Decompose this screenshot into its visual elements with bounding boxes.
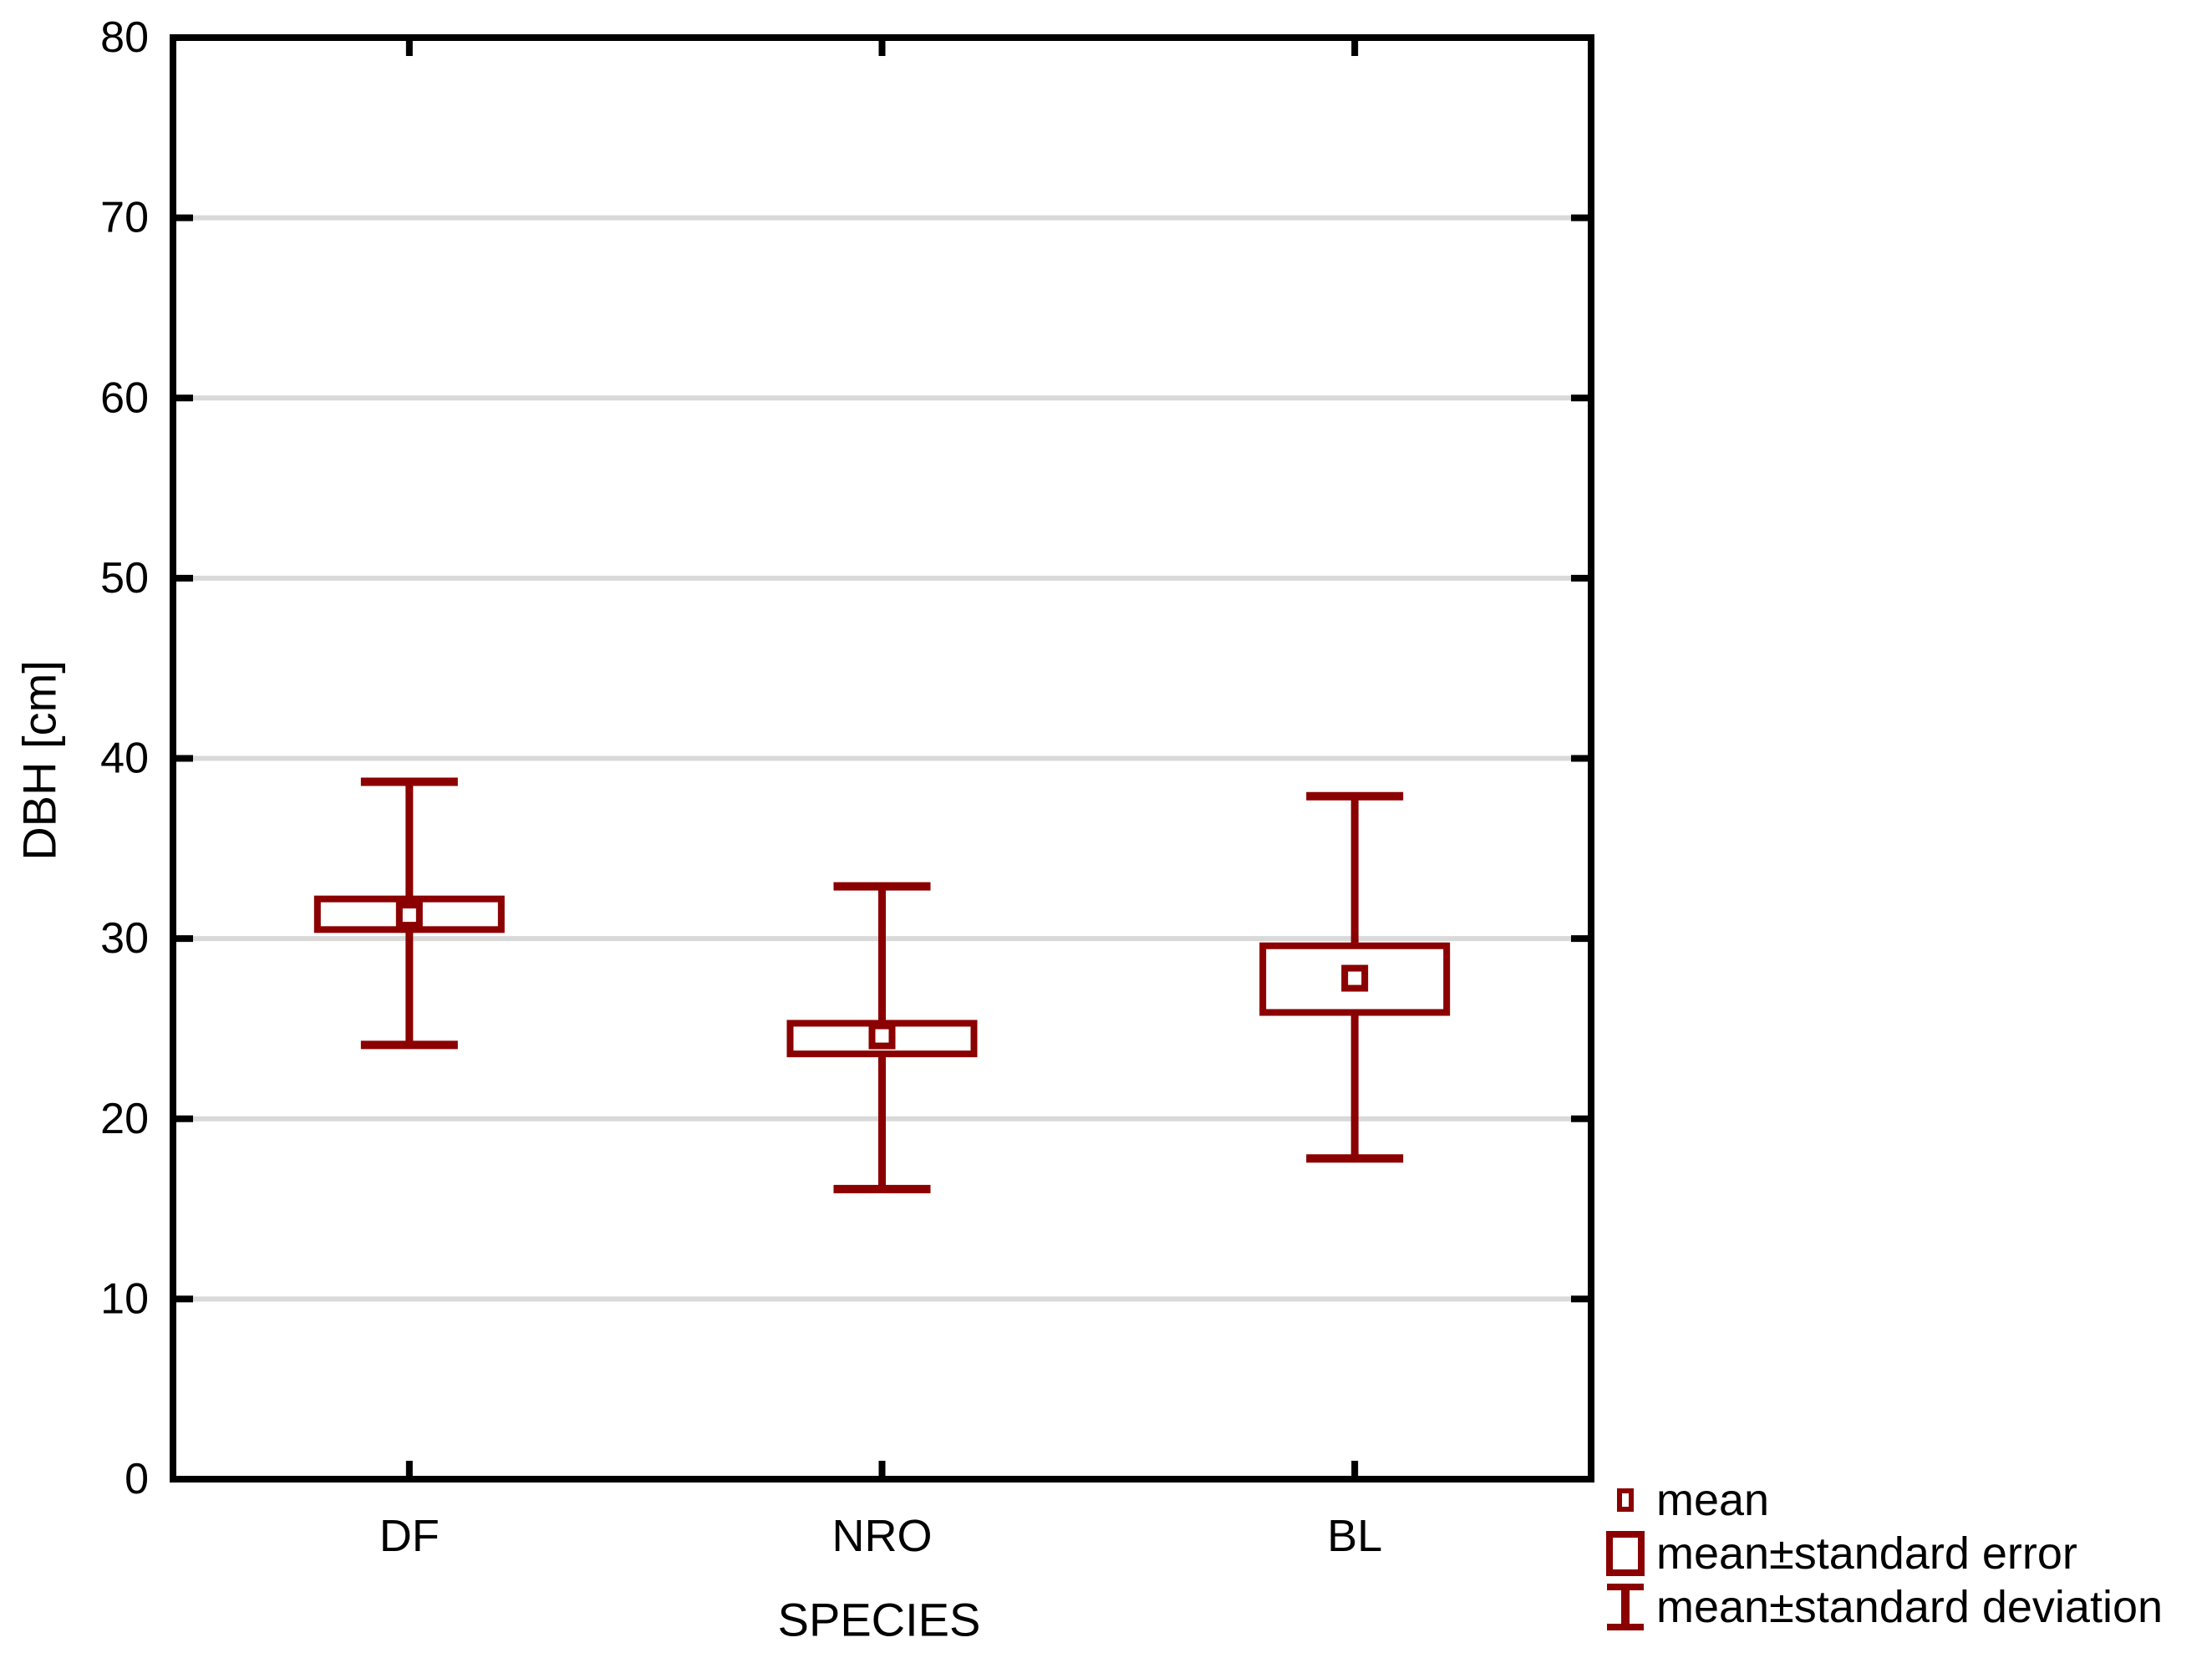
mean-marker-icon xyxy=(1601,1488,1650,1513)
y-tick-label: 50 xyxy=(100,554,149,603)
legend: mean mean±standard error mean±standard d… xyxy=(1601,1473,2163,1634)
x-category-label: BL xyxy=(1327,1511,1382,1561)
legend-label-se: mean±standard error xyxy=(1656,1528,2077,1579)
y-tick-label: 70 xyxy=(100,194,149,242)
y-tick-label: 80 xyxy=(100,13,149,62)
y-axis-title: DBH [cm] xyxy=(13,660,66,861)
mean-marker xyxy=(1341,964,1369,992)
legend-row-sd: mean±standard deviation xyxy=(1601,1580,2163,1634)
x-category-label: DF xyxy=(379,1511,440,1561)
y-tick-label: 60 xyxy=(100,374,149,422)
se-box-icon xyxy=(1601,1530,1650,1577)
legend-label-mean: mean xyxy=(1656,1475,1770,1525)
legend-row-mean: mean xyxy=(1601,1473,2163,1527)
y-tick-label: 40 xyxy=(100,735,149,783)
legend-label-sd: mean±standard deviation xyxy=(1656,1582,2164,1632)
y-tick-label: 20 xyxy=(100,1095,149,1143)
mean-marker xyxy=(868,1022,896,1050)
sd-whisker-icon xyxy=(1601,1583,1650,1631)
y-tick-label: 0 xyxy=(125,1455,149,1503)
x-category-label: NRO xyxy=(832,1511,933,1561)
x-axis-title: SPECIES xyxy=(777,1593,981,1646)
y-tick-label: 30 xyxy=(100,914,149,963)
mean-marker xyxy=(395,902,423,929)
y-tick-label: 10 xyxy=(100,1274,149,1323)
legend-row-se: mean±standard error xyxy=(1601,1527,2163,1580)
